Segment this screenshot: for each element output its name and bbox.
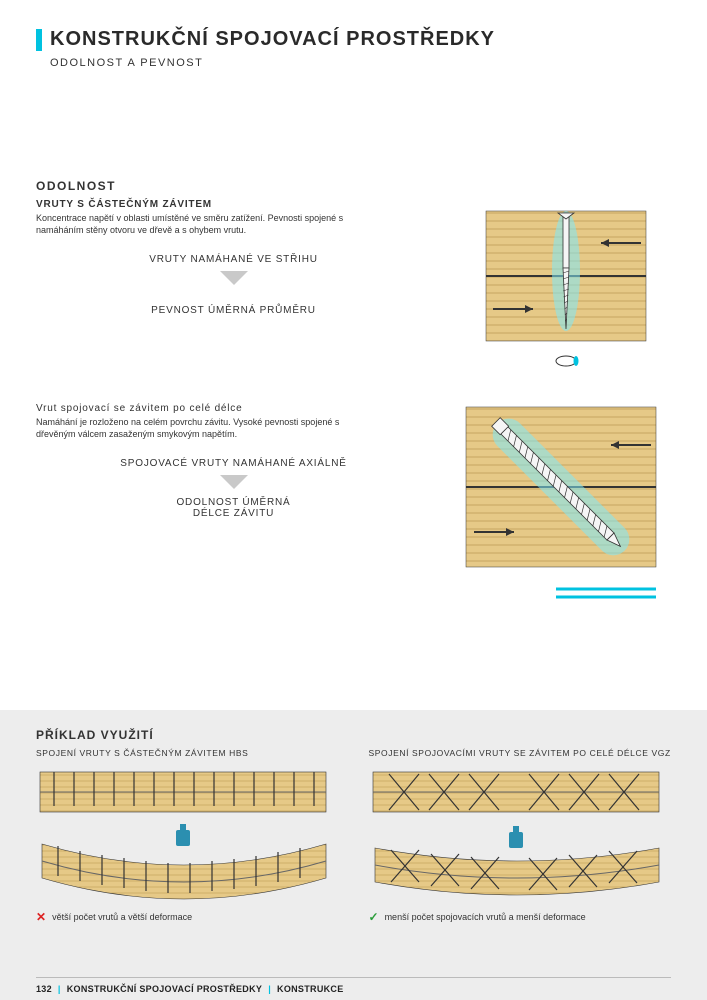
diagram-shear-screw <box>466 201 656 371</box>
section2-sub: Vrut spojovací se závitem po celé délce <box>36 403 431 414</box>
section2-flow-bottom-l2: DÉLCE ZÁVITU <box>36 508 431 519</box>
example-left-sub: SPOJENÍ VRUTY S ČÁSTEČNÝM ZÁVITEM HBS <box>36 748 339 758</box>
chevron-down-icon <box>220 475 248 491</box>
example-right: SPOJENÍ SPOJOVACÍMI VRUTY SE ZÁVITEM PO … <box>369 748 672 924</box>
example-row: SPOJENÍ VRUTY S ČÁSTEČNÝM ZÁVITEM HBS <box>36 748 671 924</box>
example-right-caption: menší počet spojovacích vrutů a menší de… <box>385 912 586 922</box>
section-heading: ODOLNOST <box>36 179 671 193</box>
footer-page: 132 <box>36 984 52 994</box>
section1-right <box>451 193 671 371</box>
page-title-row: KONSTRUKČNÍ SPOJOVACÍ PROSTŘEDKY <box>36 28 671 51</box>
check-icon: ✓ <box>369 910 379 924</box>
section1-flow-bottom: PEVNOST ÚMĚRNÁ PRŮMĚRU <box>36 305 431 316</box>
example-title: PŘÍKLAD VYUŽITÍ <box>36 728 671 742</box>
footer-divider <box>36 977 671 978</box>
cross-icon: ✕ <box>36 910 46 924</box>
example-section: PŘÍKLAD VYUŽITÍ SPOJENÍ VRUTY S ČÁSTEČNÝ… <box>0 710 707 1000</box>
section1-left: VRUTY S ČÁSTEČNÝM ZÁVITEM Koncentrace na… <box>36 193 431 316</box>
example-left: SPOJENÍ VRUTY S ČÁSTEČNÝM ZÁVITEM HBS <box>36 748 339 924</box>
section1-sub: VRUTY S ČÁSTEČNÝM ZÁVITEM <box>36 199 431 210</box>
accent-bar <box>36 29 42 51</box>
section2-flow-bottom-l1: ODOLNOST ÚMĚRNÁ <box>36 497 431 508</box>
footer-crumb1: KONSTRUKČNÍ SPOJOVACÍ PROSTŘEDKY <box>67 984 262 994</box>
section1-row: VRUTY S ČÁSTEČNÝM ZÁVITEM Koncentrace na… <box>36 193 671 371</box>
diagram-hbs-beam <box>36 766 331 824</box>
example-left-caption-row: ✕ větší počet vrutů a větší deformace <box>36 910 339 924</box>
section2-row: Vrut spojovací se závitem po celé délce … <box>36 397 671 607</box>
example-left-caption: větší počet vrutů a větší deformace <box>52 912 192 922</box>
section1-body: Koncentrace napětí v oblasti umístěné ve… <box>36 212 356 236</box>
diagram-vgz-bent <box>369 824 664 904</box>
example-right-caption-row: ✓ menší počet spojovacích vrutů a menší … <box>369 910 672 924</box>
diagram-axial-screw <box>456 397 666 607</box>
diagram-hbs-bent <box>36 824 331 904</box>
section1-flow-top: VRUTY NAMÁHANÉ VE STŘIHU <box>36 254 431 265</box>
page-footer: 132 | KONSTRUKČNÍ SPOJOVACÍ PROSTŘEDKY |… <box>36 984 344 994</box>
section2-left: Vrut spojovací se závitem po celé délce … <box>36 397 431 519</box>
diagram-vgz-beam <box>369 766 664 824</box>
page-subtitle: ODOLNOST A PEVNOST <box>50 57 671 69</box>
footer-crumb2: KONSTRUKCE <box>277 984 344 994</box>
footer-sep: | <box>58 984 61 994</box>
chevron-down-icon <box>220 271 248 287</box>
section2-right <box>451 397 671 607</box>
section2-flow-top: SPOJOVACÉ VRUTY NAMÁHANÉ AXIÁLNĚ <box>36 458 431 469</box>
footer-sep: | <box>268 984 271 994</box>
example-right-sub: SPOJENÍ SPOJOVACÍMI VRUTY SE ZÁVITEM PO … <box>369 748 672 758</box>
section2-body: Namáhání je rozloženo na celém povrchu z… <box>36 416 356 440</box>
page-title: KONSTRUKČNÍ SPOJOVACÍ PROSTŘEDKY <box>50 28 495 51</box>
